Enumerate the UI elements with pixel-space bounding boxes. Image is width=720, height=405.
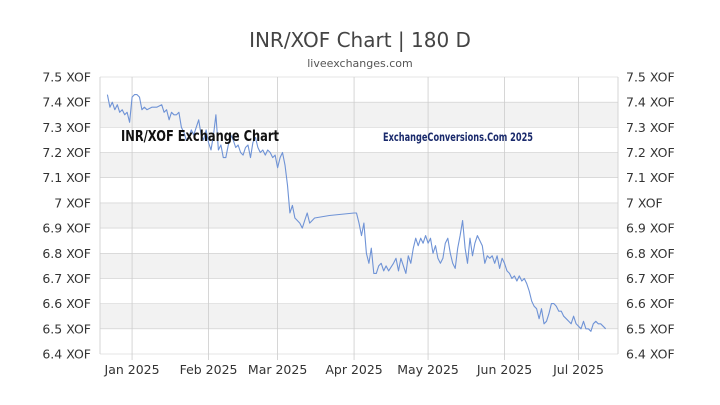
y-tick-label-right: 7.4 XOF xyxy=(626,95,675,110)
chart-subtitle: liveexchanges.com xyxy=(307,57,412,70)
y-tick-label-left: 6.7 XOF xyxy=(42,271,91,286)
y-tick-label-left: 6.4 XOF xyxy=(42,347,91,362)
x-tick-label: May 2025 xyxy=(397,362,459,377)
x-axis: Jan 2025 Feb 2025 Mar 2025 Apr 2025 May 2025… xyxy=(104,362,604,377)
y-tick-label-left: 7.2 XOF xyxy=(42,145,91,160)
y-tick-label-left: 7.4 XOF xyxy=(42,95,91,110)
y-tick-label-left: 6.9 XOF xyxy=(42,221,91,236)
y-tick-label-left: 7.5 XOF xyxy=(42,70,91,85)
band xyxy=(100,102,618,128)
y-tick-label-right: 7.1 XOF xyxy=(626,170,675,185)
x-tick-label: Jun 2025 xyxy=(476,362,532,377)
y-tick-label-right: 7.5 XOF xyxy=(626,70,675,85)
x-tick-label: Jan 2025 xyxy=(104,362,160,377)
x-tick-label: Mar 2025 xyxy=(248,362,307,377)
y-tick-label-left: 6.6 XOF xyxy=(42,296,91,311)
y-tick-label-right: 7 XOF xyxy=(626,195,663,210)
y-tick-label-right: 7.2 XOF xyxy=(626,145,675,160)
y-axis-left: 7.5 XOF 7.4 XOF 7.3 XOF 7.2 XOF 7.1 XOF 7 XOF… xyxy=(42,70,91,362)
x-tick-label: Apr 2025 xyxy=(325,362,382,377)
y-tick-label-left: 6.5 XOF xyxy=(42,321,91,336)
y-tick-label-right: 6.4 XOF xyxy=(626,347,675,362)
y-tick-label-left: 7.3 XOF xyxy=(42,120,91,135)
chart-annotation-right: ExchangeConversions.Com 2025 xyxy=(383,130,533,144)
band xyxy=(100,303,618,329)
y-tick-label-right: 6.9 XOF xyxy=(626,221,675,236)
chart-title: INR/XOF Chart | 180 D xyxy=(249,28,471,52)
y-tick-label-left: 6.8 XOF xyxy=(42,246,91,261)
series-line xyxy=(106,94,607,332)
band xyxy=(100,253,618,279)
y-tick-label-right: 6.7 XOF xyxy=(626,271,675,286)
grid-lines xyxy=(99,76,619,360)
y-tick-label-right: 6.8 XOF xyxy=(626,246,675,261)
x-tick-label: Jul 2025 xyxy=(552,362,604,377)
band xyxy=(100,152,618,178)
y-tick-label-left: 7.1 XOF xyxy=(42,170,91,185)
series-group xyxy=(106,94,607,332)
y-tick-label-left: 7 XOF xyxy=(54,195,91,210)
y-tick-label-right: 6.6 XOF xyxy=(626,296,675,311)
chart-annotation-left: INR/XOF Exchange Chart xyxy=(121,127,279,145)
x-tick-label: Feb 2025 xyxy=(180,362,238,377)
y-axis-right: 7.5 XOF 7.4 XOF 7.3 XOF 7.2 XOF 7.1 XOF 7 XOF… xyxy=(626,70,675,362)
y-tick-label-right: 7.3 XOF xyxy=(626,120,675,135)
y-tick-label-right: 6.5 XOF xyxy=(626,321,675,336)
background-bands xyxy=(100,102,618,329)
